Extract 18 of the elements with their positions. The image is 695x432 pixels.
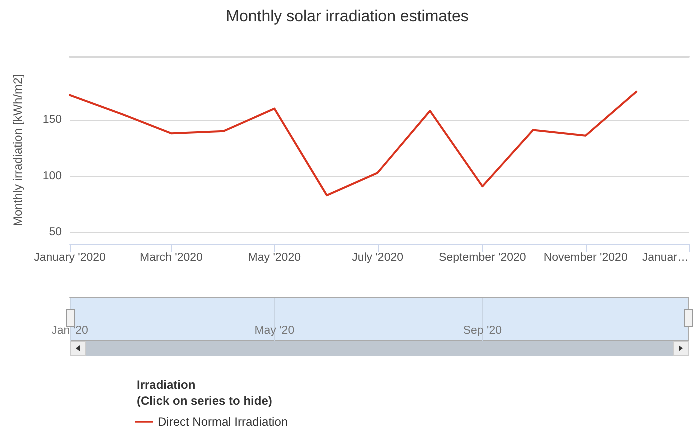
y-tick-label: 100 [42,170,62,182]
y-axis-title: Monthly irradiation [kWh/m2] [11,74,25,227]
y-tick-label: 150 [42,114,62,126]
y-tick-label: 50 [49,226,62,239]
chart-title: Monthly solar irradiation estimates [226,8,469,26]
line-series [69,90,638,197]
x2-tick-label: Jan '20 [52,325,88,337]
x-tick-label: July '2020 [352,252,404,264]
x-tick-label: May '2020 [248,252,301,264]
x-tick-label: January '2020 [34,252,106,264]
x-tick-label: Januar… [642,252,689,264]
x2-tick-label: Sep '20 [463,325,502,337]
x2-tick-label: May '20 [254,325,295,337]
x-tick-label: September '2020 [439,252,526,264]
legend-title: Irradiation (Click on series to hide) [137,378,272,408]
x-tick-label: November '2020 [544,252,628,264]
legend-label: Direct Normal Irradiation [158,415,288,429]
x-tick-label: March '2020 [140,252,203,264]
